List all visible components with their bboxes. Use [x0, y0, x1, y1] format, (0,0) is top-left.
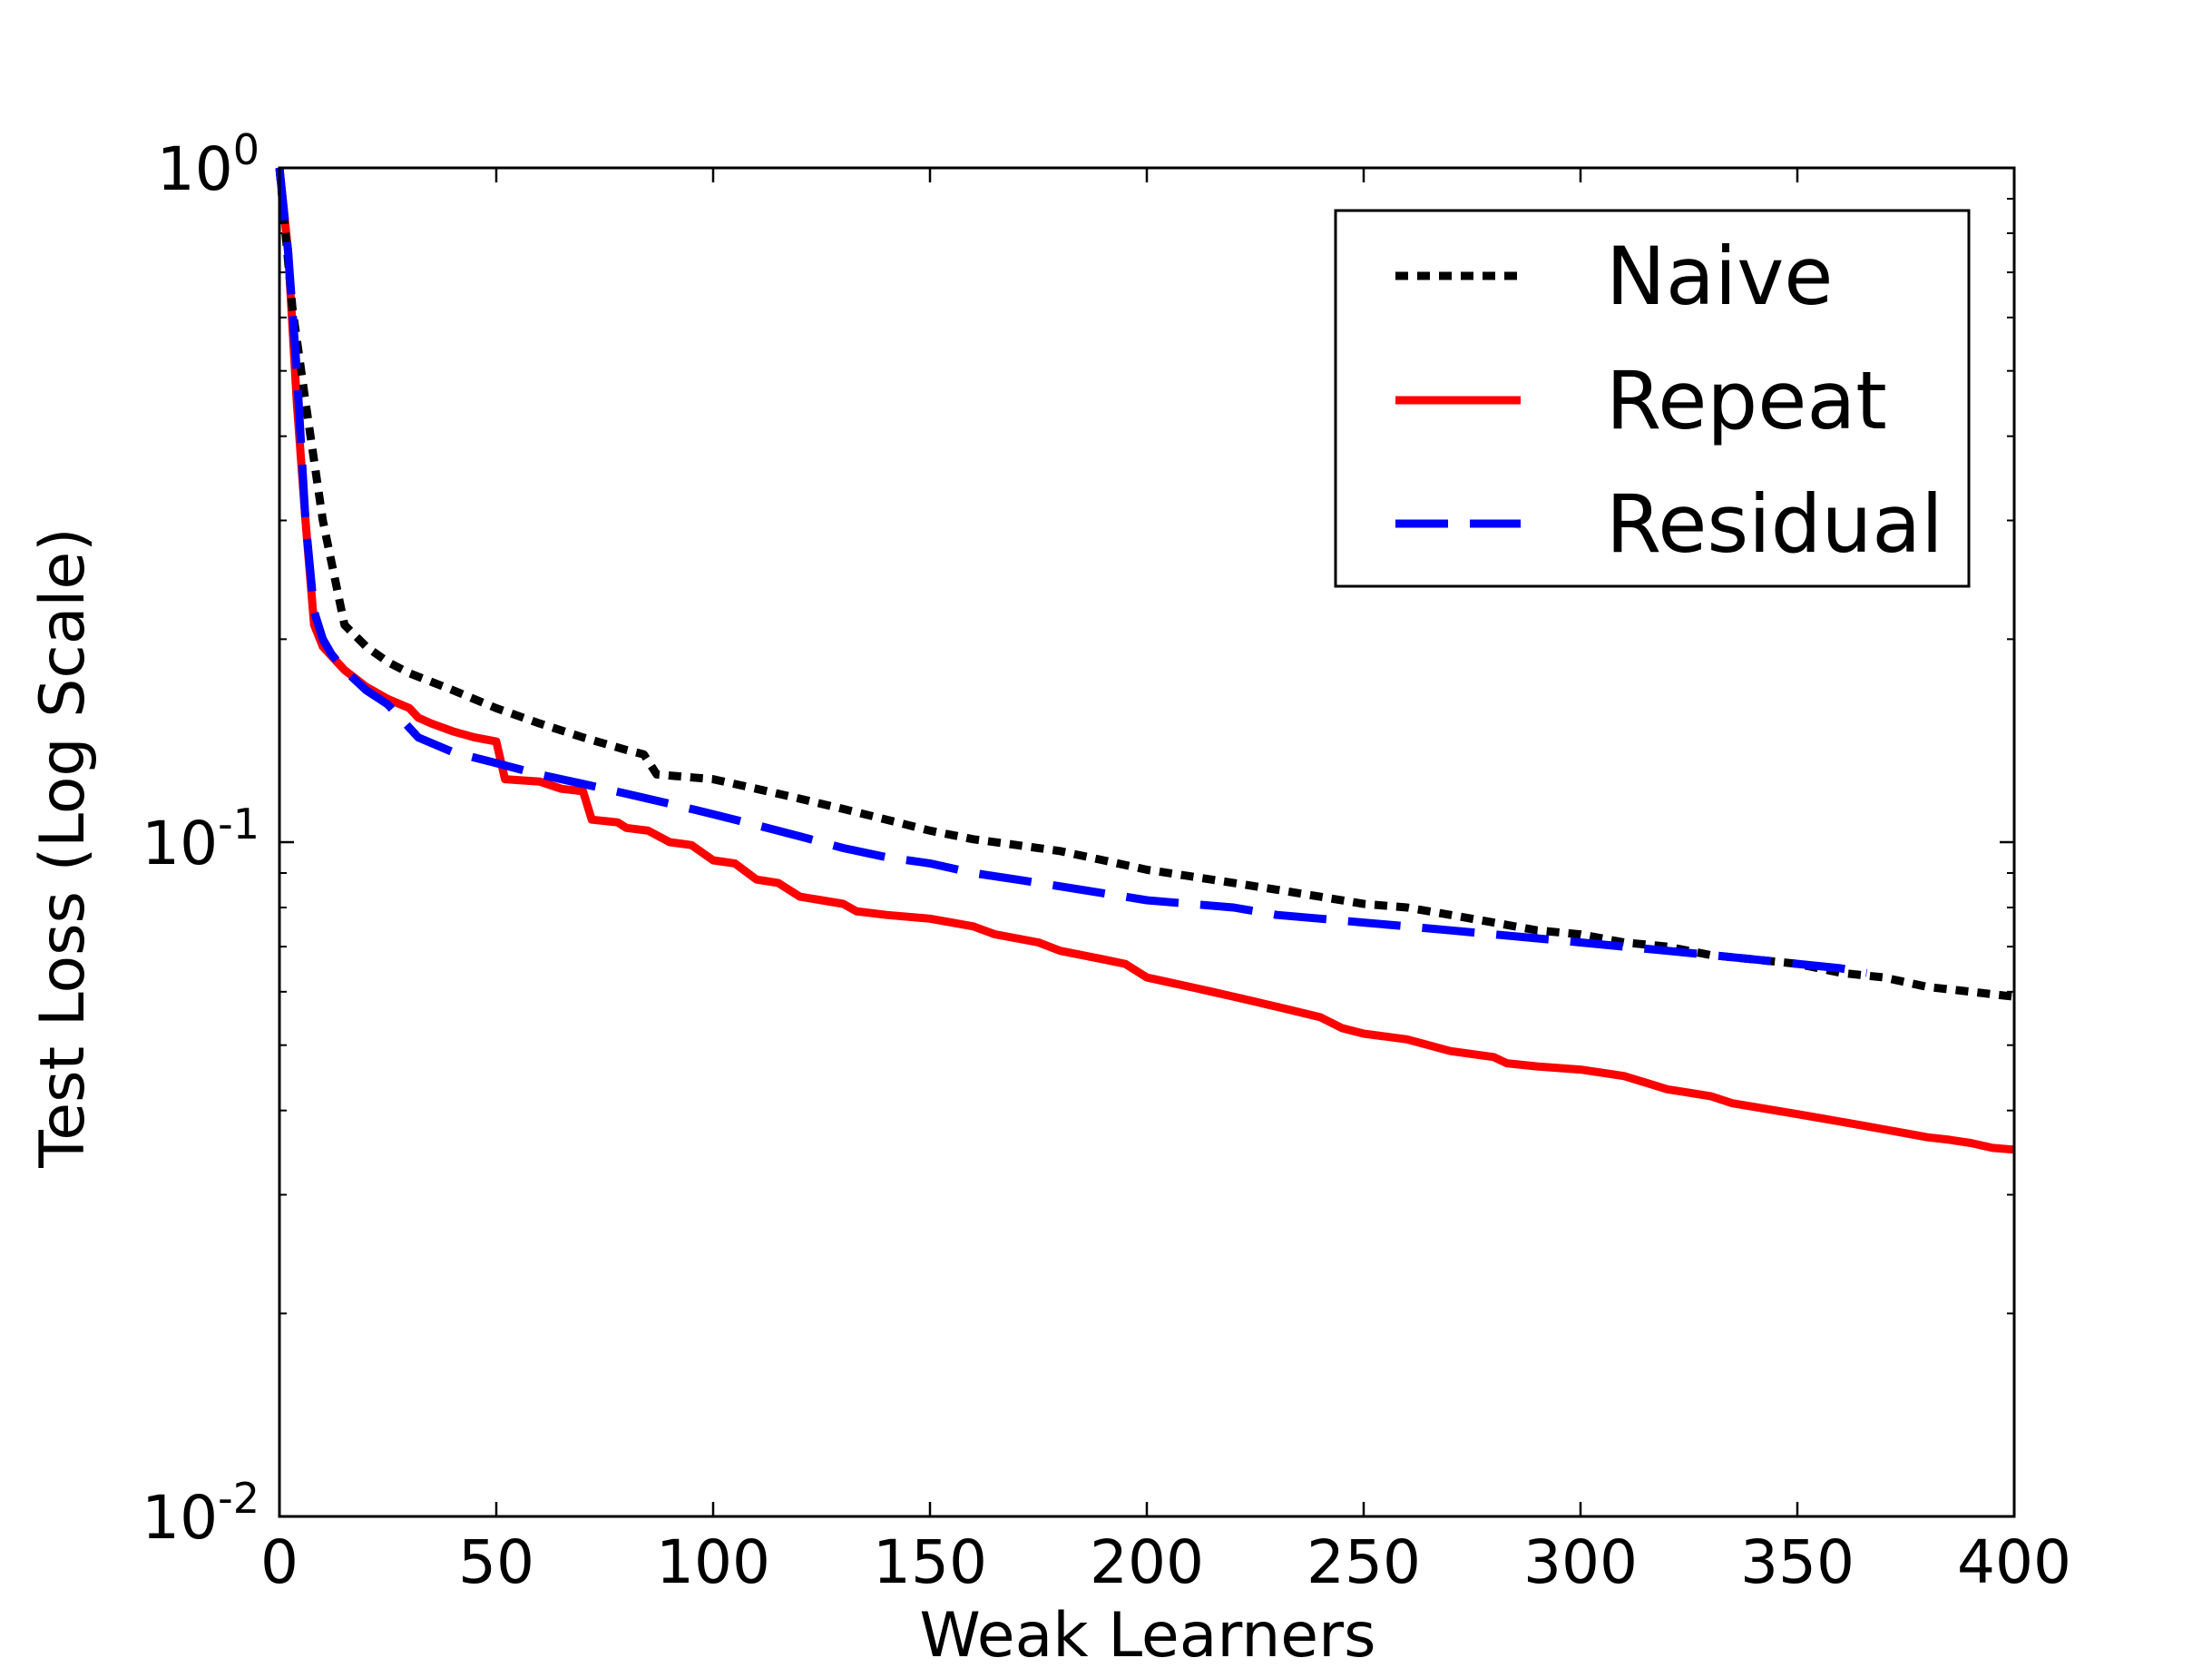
series-line-naive [275, 167, 2015, 1001]
x-tick-label: 50 [458, 1527, 534, 1597]
y-tick-label: 100 [157, 125, 259, 204]
x-axis-label: Weak Learners [919, 1600, 1375, 1668]
x-tick-label: 150 [873, 1527, 987, 1597]
legend-label-naive: Naive [1606, 230, 1833, 323]
x-tick-label: 400 [1957, 1527, 2071, 1597]
x-tick-label: 100 [656, 1527, 770, 1597]
tick-labels: 0 50 100 150 200 250 300 350 400 100 10-1 10-2 [142, 125, 2071, 1597]
legend: Naive Repeat Residual [1334, 209, 1971, 588]
x-tick-label: 200 [1090, 1527, 1204, 1597]
series-line-repeat [275, 167, 2015, 1154]
series-line-residual [275, 167, 1868, 977]
y-axis-label: Test Loss (Log Scale) [27, 527, 99, 1168]
x-tick-label: 250 [1307, 1527, 1421, 1597]
x-tick-label: 0 [260, 1527, 299, 1597]
y-tick-label: 10-2 [142, 1474, 259, 1553]
plot-frame [278, 166, 2016, 1518]
x-tick-label: 350 [1740, 1527, 1855, 1597]
legend-label-residual: Residual [1606, 477, 1943, 571]
x-tick-label: 300 [1523, 1527, 1638, 1597]
legend-label-repeat: Repeat [1606, 354, 1887, 447]
series-layer [275, 167, 2015, 1154]
y-tick-label: 10-1 [142, 800, 259, 878]
